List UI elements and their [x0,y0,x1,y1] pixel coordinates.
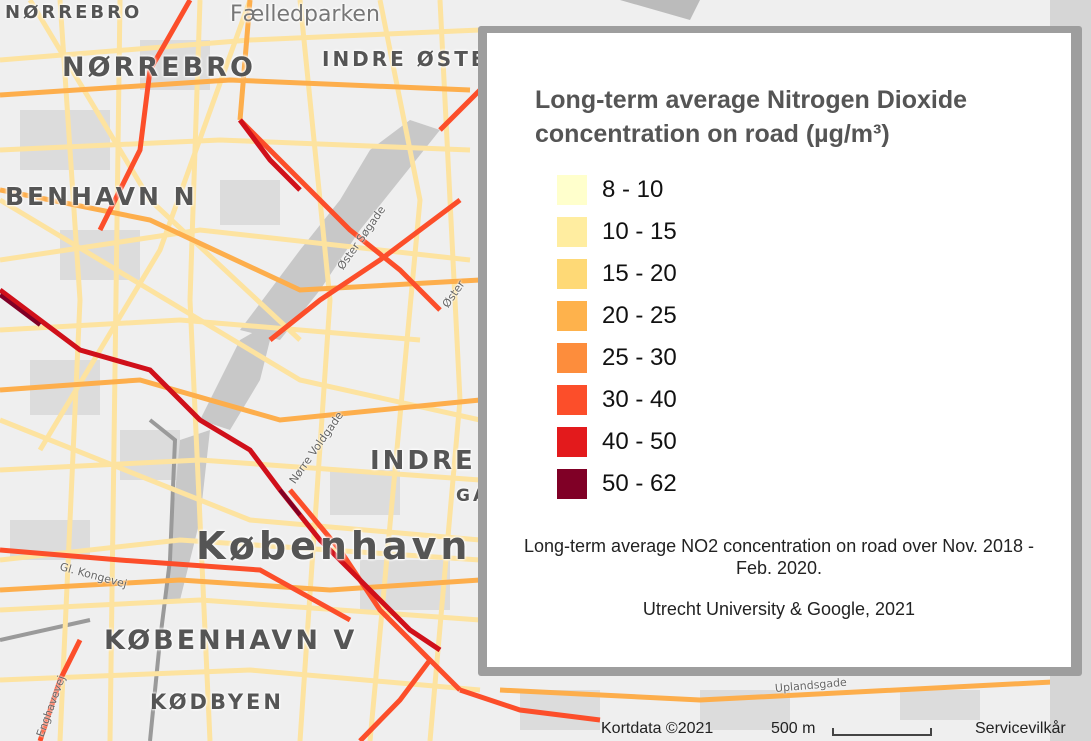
minor-roads [0,0,481,741]
peak-roads [0,293,302,517]
legend-row: 10 - 15 [557,215,677,249]
place-label-indre-by: INDRE [370,446,476,476]
legend-range-label: 8 - 10 [602,176,664,203]
busy-roads [0,0,601,741]
terms-link[interactable]: Servicevilkår [975,720,1066,737]
place-label-norrebro: NØRREBRO [62,52,256,83]
legend-swatch [557,259,587,289]
legend-row: 15 - 20 [557,257,677,291]
legend-swatch [557,343,587,373]
place-label-kobenhavn-n: BENHAVN N [5,182,198,211]
legend-range-label: 15 - 20 [602,260,677,287]
scale-bar [832,728,932,736]
legend-range-label: 20 - 25 [602,302,677,329]
legend-swatch [557,175,587,205]
legend-row: 25 - 30 [557,341,677,375]
place-label-kodbyen: KØDBYEN [150,690,284,714]
legend-range-label: 10 - 15 [602,218,677,245]
legend-row: 40 - 50 [557,425,677,459]
legend-swatch [557,385,587,415]
place-label-kobenhavn: København [196,524,472,568]
legend-swatch [557,469,587,499]
legend-range-label: 50 - 62 [602,470,677,497]
place-label-kobenhavn-v: KØBENHAVN V [104,625,358,656]
map-data-attribution: Kortdata ©2021 [601,720,714,737]
heavy-roads [0,118,442,653]
legend-range-label: 40 - 50 [602,428,677,455]
legend-range-label: 25 - 30 [602,344,677,371]
place-label-faelledparken: Fælledparken [230,2,380,27]
place-label-norrebro-top: NØRREBRO [5,2,143,23]
legend-row: 30 - 40 [557,383,677,417]
legend-title: Long-term average Nitrogen Dioxide conce… [535,86,968,148]
legend-swatch [557,217,587,247]
legend-range-label: 30 - 40 [602,386,677,413]
legend-swatch [557,427,587,457]
legend-row: 50 - 62 [557,467,677,501]
legend-swatch [557,301,587,331]
legend-panel: Long-term average Nitrogen Dioxide conce… [487,33,1071,667]
scale-label: 500 m [771,720,816,737]
legend-credit: Utrecht University & Google, 2021 [642,599,916,619]
legend-row: 20 - 25 [557,299,677,333]
legend-note: Long-term average NO2 concentration on r… [524,536,1034,578]
medium-roads [0,0,1091,703]
legend-row: 8 - 10 [557,173,663,207]
place-label-indre-osterbro: INDRE ØSTER [322,47,506,71]
